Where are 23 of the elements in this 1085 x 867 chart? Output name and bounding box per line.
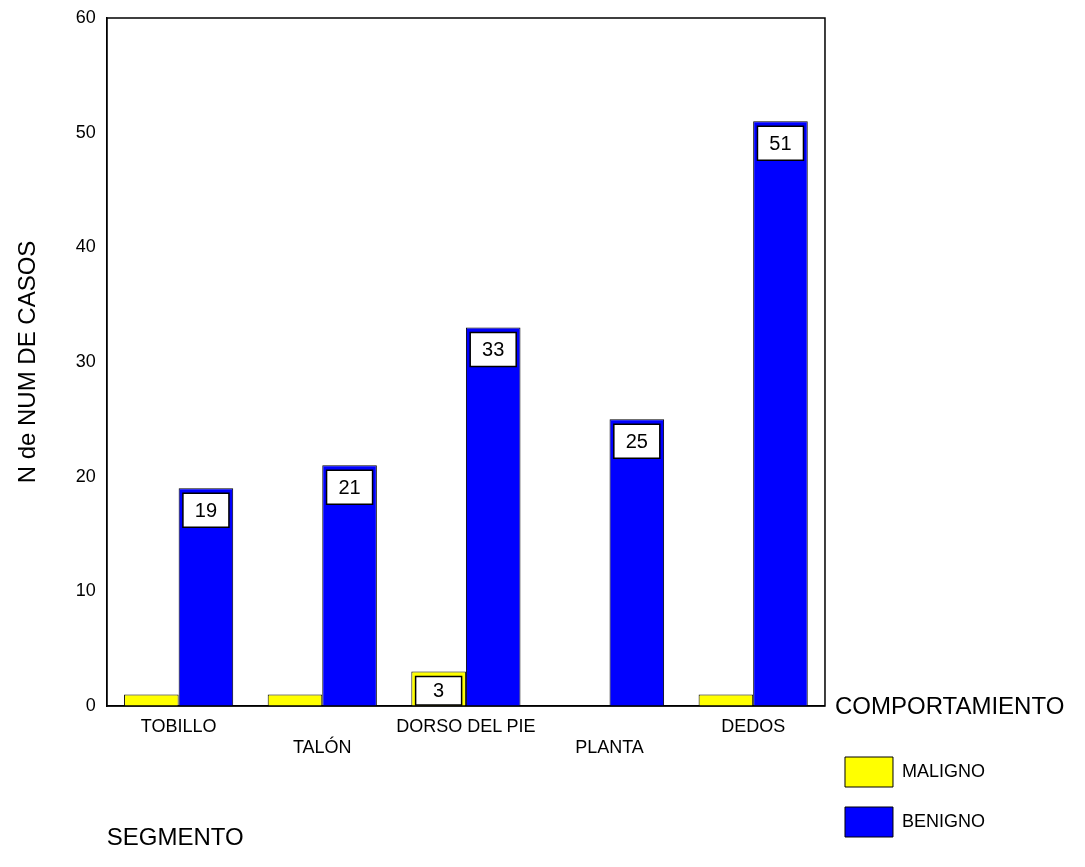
legend-label: MALIGNO	[901, 760, 985, 781]
data-label: 19	[194, 498, 218, 521]
x-tick-label: PLANTA	[575, 737, 644, 758]
x-tick-label: DORSO DEL PIE	[396, 715, 536, 736]
y-axis-title: N de NUM DE CASOS	[13, 240, 41, 484]
legend-label: BENIGNO	[901, 810, 985, 831]
x-tick-label: TOBILLO	[140, 715, 217, 736]
x-tick-label: TALÓN	[292, 736, 352, 758]
y-tick-label: 60	[75, 6, 96, 27]
data-label: 51	[769, 131, 792, 154]
x-tick-label: DEDOS	[721, 715, 786, 736]
x-axis-title: SEGMENTO	[106, 823, 244, 851]
y-tick-label: 40	[75, 236, 96, 257]
y-tick-label: 50	[75, 121, 96, 142]
y-tick-label: 20	[75, 465, 96, 486]
y-tick-label: 0	[85, 694, 96, 715]
y-tick-label: 10	[75, 580, 96, 601]
data-label: 21	[338, 475, 361, 498]
legend-title: COMPORTAMIENTO	[834, 691, 1065, 719]
data-label: 33	[482, 338, 505, 361]
data-label: 3	[433, 679, 445, 702]
data-label: 25	[625, 429, 648, 452]
y-tick-label: 30	[75, 350, 96, 371]
